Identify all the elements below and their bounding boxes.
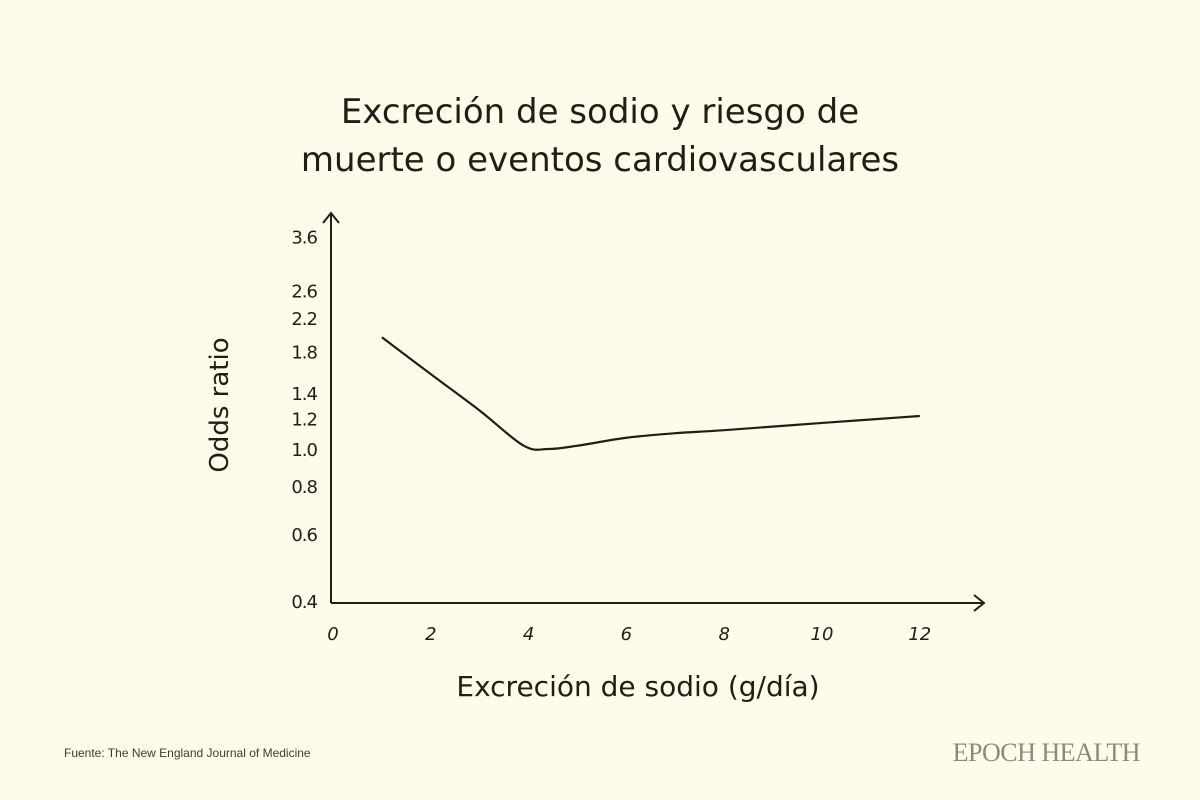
x-tick-label: 10 (811, 624, 834, 645)
x-axis-arrow (973, 594, 986, 612)
y-tick-label: 3.6 (291, 227, 317, 248)
chart-title: Excreción de sodio y riesgo de muerte o … (0, 88, 1200, 184)
series-line (381, 336, 920, 451)
y-tick-label: 0.6 (291, 525, 317, 546)
x-axis-label: Excreción de sodio (g/día) (456, 670, 819, 703)
x-tick-label: 8 (718, 624, 729, 645)
x-tick-label: 6 (621, 624, 632, 645)
chart-title-line-2: muerte o eventos cardiovasculares (300, 140, 900, 180)
y-tick-label: 0.8 (291, 477, 317, 498)
y-tick-label: 2.6 (291, 281, 317, 302)
y-tick-label: 1.8 (291, 342, 317, 363)
x-tick-label: 0 (327, 624, 338, 645)
y-tick-label: 1.0 (291, 440, 317, 461)
source-note: Fuente: The New England Journal of Medic… (64, 746, 311, 760)
x-tick-label: 12 (908, 624, 931, 645)
brand-logo: EPOCH HEALTH (952, 738, 1141, 767)
y-tick-label: 2.2 (291, 309, 317, 330)
chart-title-line-1: Excreción de sodio y riesgo de (340, 92, 860, 132)
y-axis-label: Odds ratio (205, 337, 235, 472)
y-tick-label: 1.4 (291, 384, 317, 405)
y-tick-label: 0.4 (291, 592, 317, 613)
x-tick-label: 2 (425, 624, 436, 645)
x-tick-label: 4 (523, 624, 534, 645)
y-axis-arrow (322, 211, 340, 224)
y-tick-label: 1.2 (291, 410, 317, 431)
